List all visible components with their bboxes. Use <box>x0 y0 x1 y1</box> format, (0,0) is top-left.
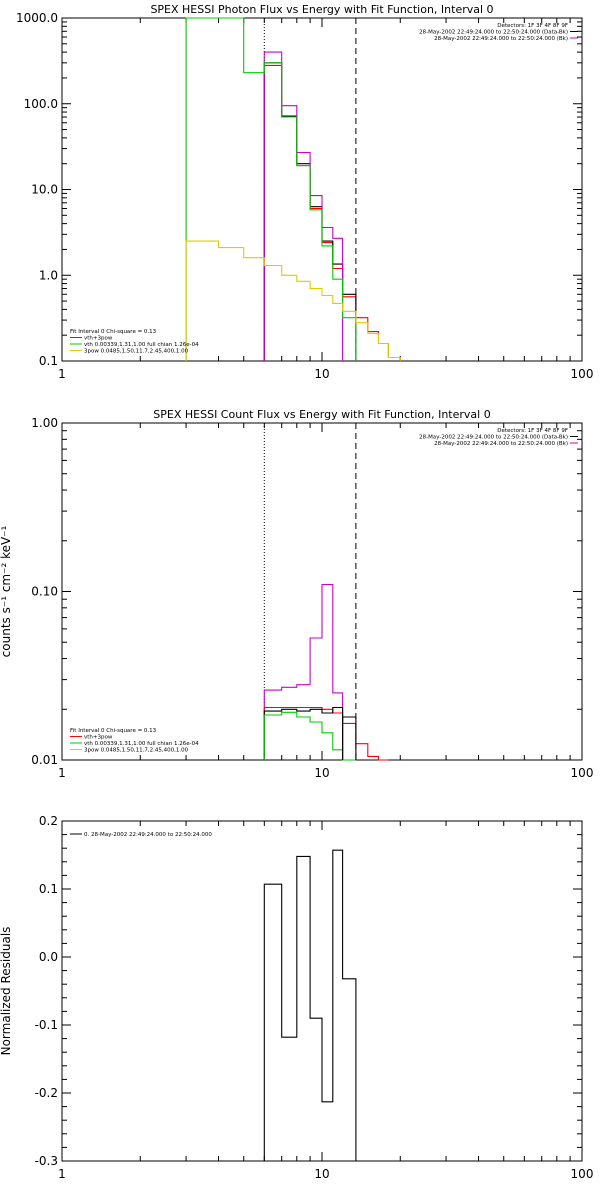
legend-left-entry: 3pow 0.0485,1.50,11.7,2.45,400,1.00 <box>84 349 189 355</box>
y-tick-label: 1000.0 <box>16 11 58 25</box>
y-tick-label: 0.2 <box>39 814 58 828</box>
legend-right-entry: Detectors: 1F 3F 4F 8F 9F <box>497 428 568 434</box>
y-tick-label: 0.1 <box>39 354 58 368</box>
legend-left-entry: vth 0.00339,1.31,1.00 full chian 1.26e-0… <box>84 741 199 747</box>
x-tick-label: 100 <box>571 1167 594 1181</box>
y-tick-label: 1.00 <box>31 416 58 430</box>
x-tick-label: 1 <box>58 766 66 780</box>
plot-frame <box>61 820 583 1162</box>
series-0-step-line <box>263 849 357 1161</box>
x-tick-label: 1 <box>58 1167 66 1181</box>
legend-right-entry: 28-May-2002 22:49:24.000 to 22:50:24.000… <box>419 30 568 36</box>
series-1-step-line <box>263 706 389 761</box>
y-tick-label: 0.10 <box>31 585 58 599</box>
legend-left-entry: Fit Interval 0 Chi-square = 0.13 <box>70 329 157 335</box>
y-tick-label: -0.2 <box>35 1086 58 1100</box>
x-tick-label: 10 <box>314 1167 329 1181</box>
legend-left-entry: vth+3pow <box>84 336 113 342</box>
y-tick-label: 10.0 <box>31 183 58 197</box>
legend-right-entry: 28-May-2002 22:49:24.000 to 22:50:24.000… <box>434 441 568 447</box>
legend-right-entry: 28-May-2002 22:49:24.000 to 22:50:24.000… <box>419 435 568 441</box>
y-tick-label: 0.1 <box>39 882 58 896</box>
y-axis-label: counts s⁻¹ cm⁻² keV⁻¹ <box>0 525 13 657</box>
legend-left-entry: 0. 28-May-2002 22:49:24.000 to 22:50:24.… <box>84 832 212 838</box>
y-tick-label: 0.01 <box>31 753 58 767</box>
x-tick-label: 100 <box>571 766 594 780</box>
y-tick-label: -0.3 <box>35 1154 58 1168</box>
series-4-step-line <box>342 716 357 760</box>
legend-left-entry: vth+3pow <box>84 735 113 741</box>
series-2-step-line <box>263 51 344 361</box>
legend-left-entry: Fit Interval 0 Chi-square = 0.13 <box>70 728 157 734</box>
y-tick-label: 100.0 <box>24 97 58 111</box>
series-4-step-line <box>185 240 401 361</box>
legend-left-entry: 3pow 0.0485,1.50,11.7,2.45,400,1.00 <box>84 748 189 754</box>
y-tick-label: 1.0 <box>39 268 58 282</box>
chart-title: SPEX HESSI Count Flux vs Energy with Fit… <box>153 408 490 421</box>
x-tick-label: 10 <box>314 766 329 780</box>
chart-panel-1: SPEX HESSI Photon Flux vs Energy with Fi… <box>16 3 593 381</box>
series-2-step-line <box>263 706 344 760</box>
y-tick-label: 0.0 <box>39 950 58 964</box>
chart-panel-3: Normalized Residuals 1 10 100 -0.3 -0.2 -0.1 0.… <box>0 814 593 1181</box>
legend-right-entry: Detectors: 1F 3F 4F 8F 9F <box>497 23 568 29</box>
y-tick-label: -0.1 <box>35 1018 58 1032</box>
series-0-step-line <box>263 583 344 760</box>
plot-frame <box>61 17 583 362</box>
series-3-step-line <box>185 17 357 361</box>
x-tick-label: 100 <box>571 367 594 381</box>
chart-title: SPEX HESSI Photon Flux vs Energy with Fi… <box>150 3 493 16</box>
x-tick-label: 1 <box>58 367 66 381</box>
legend-right-entry: 28-May-2002 22:49:24.000 to 22:50:24.000… <box>434 36 568 42</box>
chart-panel-2: SPEX HESSI Count Flux vs Energy with Fit… <box>0 408 593 780</box>
x-tick-label: 10 <box>314 367 329 381</box>
y-axis-label: Normalized Residuals <box>0 927 13 1056</box>
series-0-step-line <box>263 64 401 361</box>
series-3-step-line <box>263 711 356 761</box>
legend-left-entry: vth 0.00339,1.31,1.00 full chian 1.26e-0… <box>84 342 199 348</box>
